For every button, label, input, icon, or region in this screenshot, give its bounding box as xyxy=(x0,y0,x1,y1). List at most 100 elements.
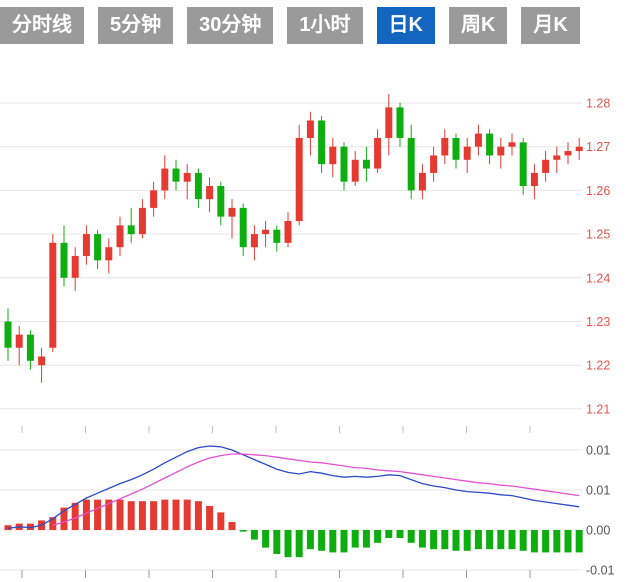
candle-body xyxy=(340,146,348,182)
tab-timeline[interactable]: 分时线 xyxy=(0,7,84,44)
candle-body xyxy=(284,220,292,243)
macd-histogram-bar xyxy=(183,499,191,530)
candle-body xyxy=(463,146,471,160)
candle-body xyxy=(407,137,415,191)
macd-histogram-bar xyxy=(262,530,270,548)
macd-histogram-bar xyxy=(497,530,505,550)
tab-daily-k[interactable]: 日K xyxy=(376,7,435,44)
macd-histogram-bar xyxy=(519,530,527,551)
macd-histogram-bar xyxy=(340,530,348,553)
macd-histogram-bar xyxy=(60,507,68,530)
candle-body xyxy=(452,137,460,160)
macd-histogram-bar xyxy=(273,530,281,554)
macd-histogram-bar xyxy=(407,530,415,543)
macd-histogram-bar xyxy=(105,499,113,530)
candle-body xyxy=(172,168,180,182)
candle-body xyxy=(38,356,46,366)
candle-body xyxy=(250,234,258,248)
macd-histogram-bar xyxy=(351,530,359,548)
candle-body xyxy=(26,334,34,361)
price-axis-label: 1.23 xyxy=(586,315,610,329)
candle-body xyxy=(194,172,202,200)
macd-histogram-bar xyxy=(284,530,292,558)
macd-histogram-bar xyxy=(575,530,583,553)
candle-body xyxy=(385,107,393,138)
tab-5min[interactable]: 5分钟 xyxy=(98,7,174,44)
candle-body xyxy=(430,155,438,173)
macd-histogram-bar xyxy=(396,530,404,538)
candle-body xyxy=(15,334,23,348)
candle-body xyxy=(351,159,359,182)
tab-30min[interactable]: 30分钟 xyxy=(187,7,274,44)
candle-body xyxy=(71,255,79,278)
candle-body xyxy=(105,247,113,261)
macd-histogram-bar xyxy=(228,522,236,530)
chart-period-tabbar: 分时线 5分钟 30分钟 1小时 日K 周K 月K xyxy=(0,0,633,48)
macd-histogram-bar xyxy=(71,502,79,530)
macd-histogram-bar xyxy=(486,530,494,550)
macd-histogram-bar xyxy=(530,530,538,553)
price-axis-label: 1.27 xyxy=(586,140,610,154)
macd-histogram-bar xyxy=(553,530,561,553)
tab-1hour[interactable]: 1小时 xyxy=(287,7,363,44)
candle-body xyxy=(306,120,314,138)
candle-body xyxy=(553,155,561,160)
candle-body xyxy=(486,133,494,156)
candle-body xyxy=(318,120,326,165)
candle-body xyxy=(564,151,572,156)
macd-histogram-bar xyxy=(564,530,572,553)
candle-body xyxy=(206,186,214,200)
macd-histogram-bar xyxy=(329,530,337,553)
candle-body xyxy=(396,107,404,138)
macd-histogram-bar xyxy=(295,530,303,558)
candle-body xyxy=(295,137,303,221)
macd-histogram-bar xyxy=(430,530,438,550)
macd-histogram-bar xyxy=(194,501,202,530)
candle-body xyxy=(127,225,135,235)
candle-body xyxy=(519,142,527,187)
candle-body xyxy=(49,242,57,348)
candle-body xyxy=(150,190,158,208)
candle-body xyxy=(542,159,550,173)
tab-monthly-k[interactable]: 月K xyxy=(521,7,580,44)
macd-histogram-bar xyxy=(385,530,393,538)
price-axis-label: 1.22 xyxy=(586,359,610,373)
macd-axis-label: 0.01 xyxy=(586,444,610,458)
macd-histogram-bar xyxy=(26,523,34,530)
macd-histogram-bar xyxy=(206,506,214,530)
price-axis-label: 1.28 xyxy=(586,97,610,111)
kline-macd-chart[interactable]: 1.28 1.27 1.26 1.25 1.24 1.23 1.22 1.21 0.01 0.01… xyxy=(0,48,633,582)
macd-histogram-bar xyxy=(452,530,460,551)
price-axis-label: 1.26 xyxy=(586,184,610,198)
macd-histogram-bar xyxy=(250,530,258,540)
macd-histogram-bar xyxy=(82,499,90,530)
candle-body xyxy=(239,207,247,248)
macd-histogram-bar xyxy=(318,530,326,551)
tab-weekly-k[interactable]: 周K xyxy=(448,7,508,44)
candle-body xyxy=(273,229,281,243)
macd-histogram-bar xyxy=(239,530,247,532)
macd-histogram-bar xyxy=(127,501,135,530)
kline-chart-area[interactable]: 1.28 1.27 1.26 1.25 1.24 1.23 1.22 1.21 0.01 0.01… xyxy=(0,48,633,582)
candle-body xyxy=(138,207,146,235)
price-axis-label: 1.21 xyxy=(586,402,610,416)
candle-body xyxy=(82,234,90,256)
price-axis-label: 1.24 xyxy=(586,271,610,285)
macd-histogram-bar xyxy=(306,530,314,550)
macd-histogram-bar xyxy=(441,530,449,550)
candle-body xyxy=(508,142,516,147)
macd-histogram-bar xyxy=(150,501,158,530)
candle-body xyxy=(418,172,426,191)
price-axis-label: 1.25 xyxy=(586,228,610,242)
candle-body xyxy=(575,146,583,152)
macd-histogram-bar xyxy=(217,512,225,530)
macd-histogram-bar xyxy=(418,530,426,548)
macd-histogram-bar xyxy=(542,530,550,553)
candle-body xyxy=(4,321,12,348)
candle-body xyxy=(116,225,124,248)
candle-body xyxy=(530,172,538,187)
candle-body xyxy=(474,133,482,147)
macd-histogram-bar xyxy=(463,530,471,551)
candle-body xyxy=(228,207,236,217)
candle-body xyxy=(441,137,449,156)
